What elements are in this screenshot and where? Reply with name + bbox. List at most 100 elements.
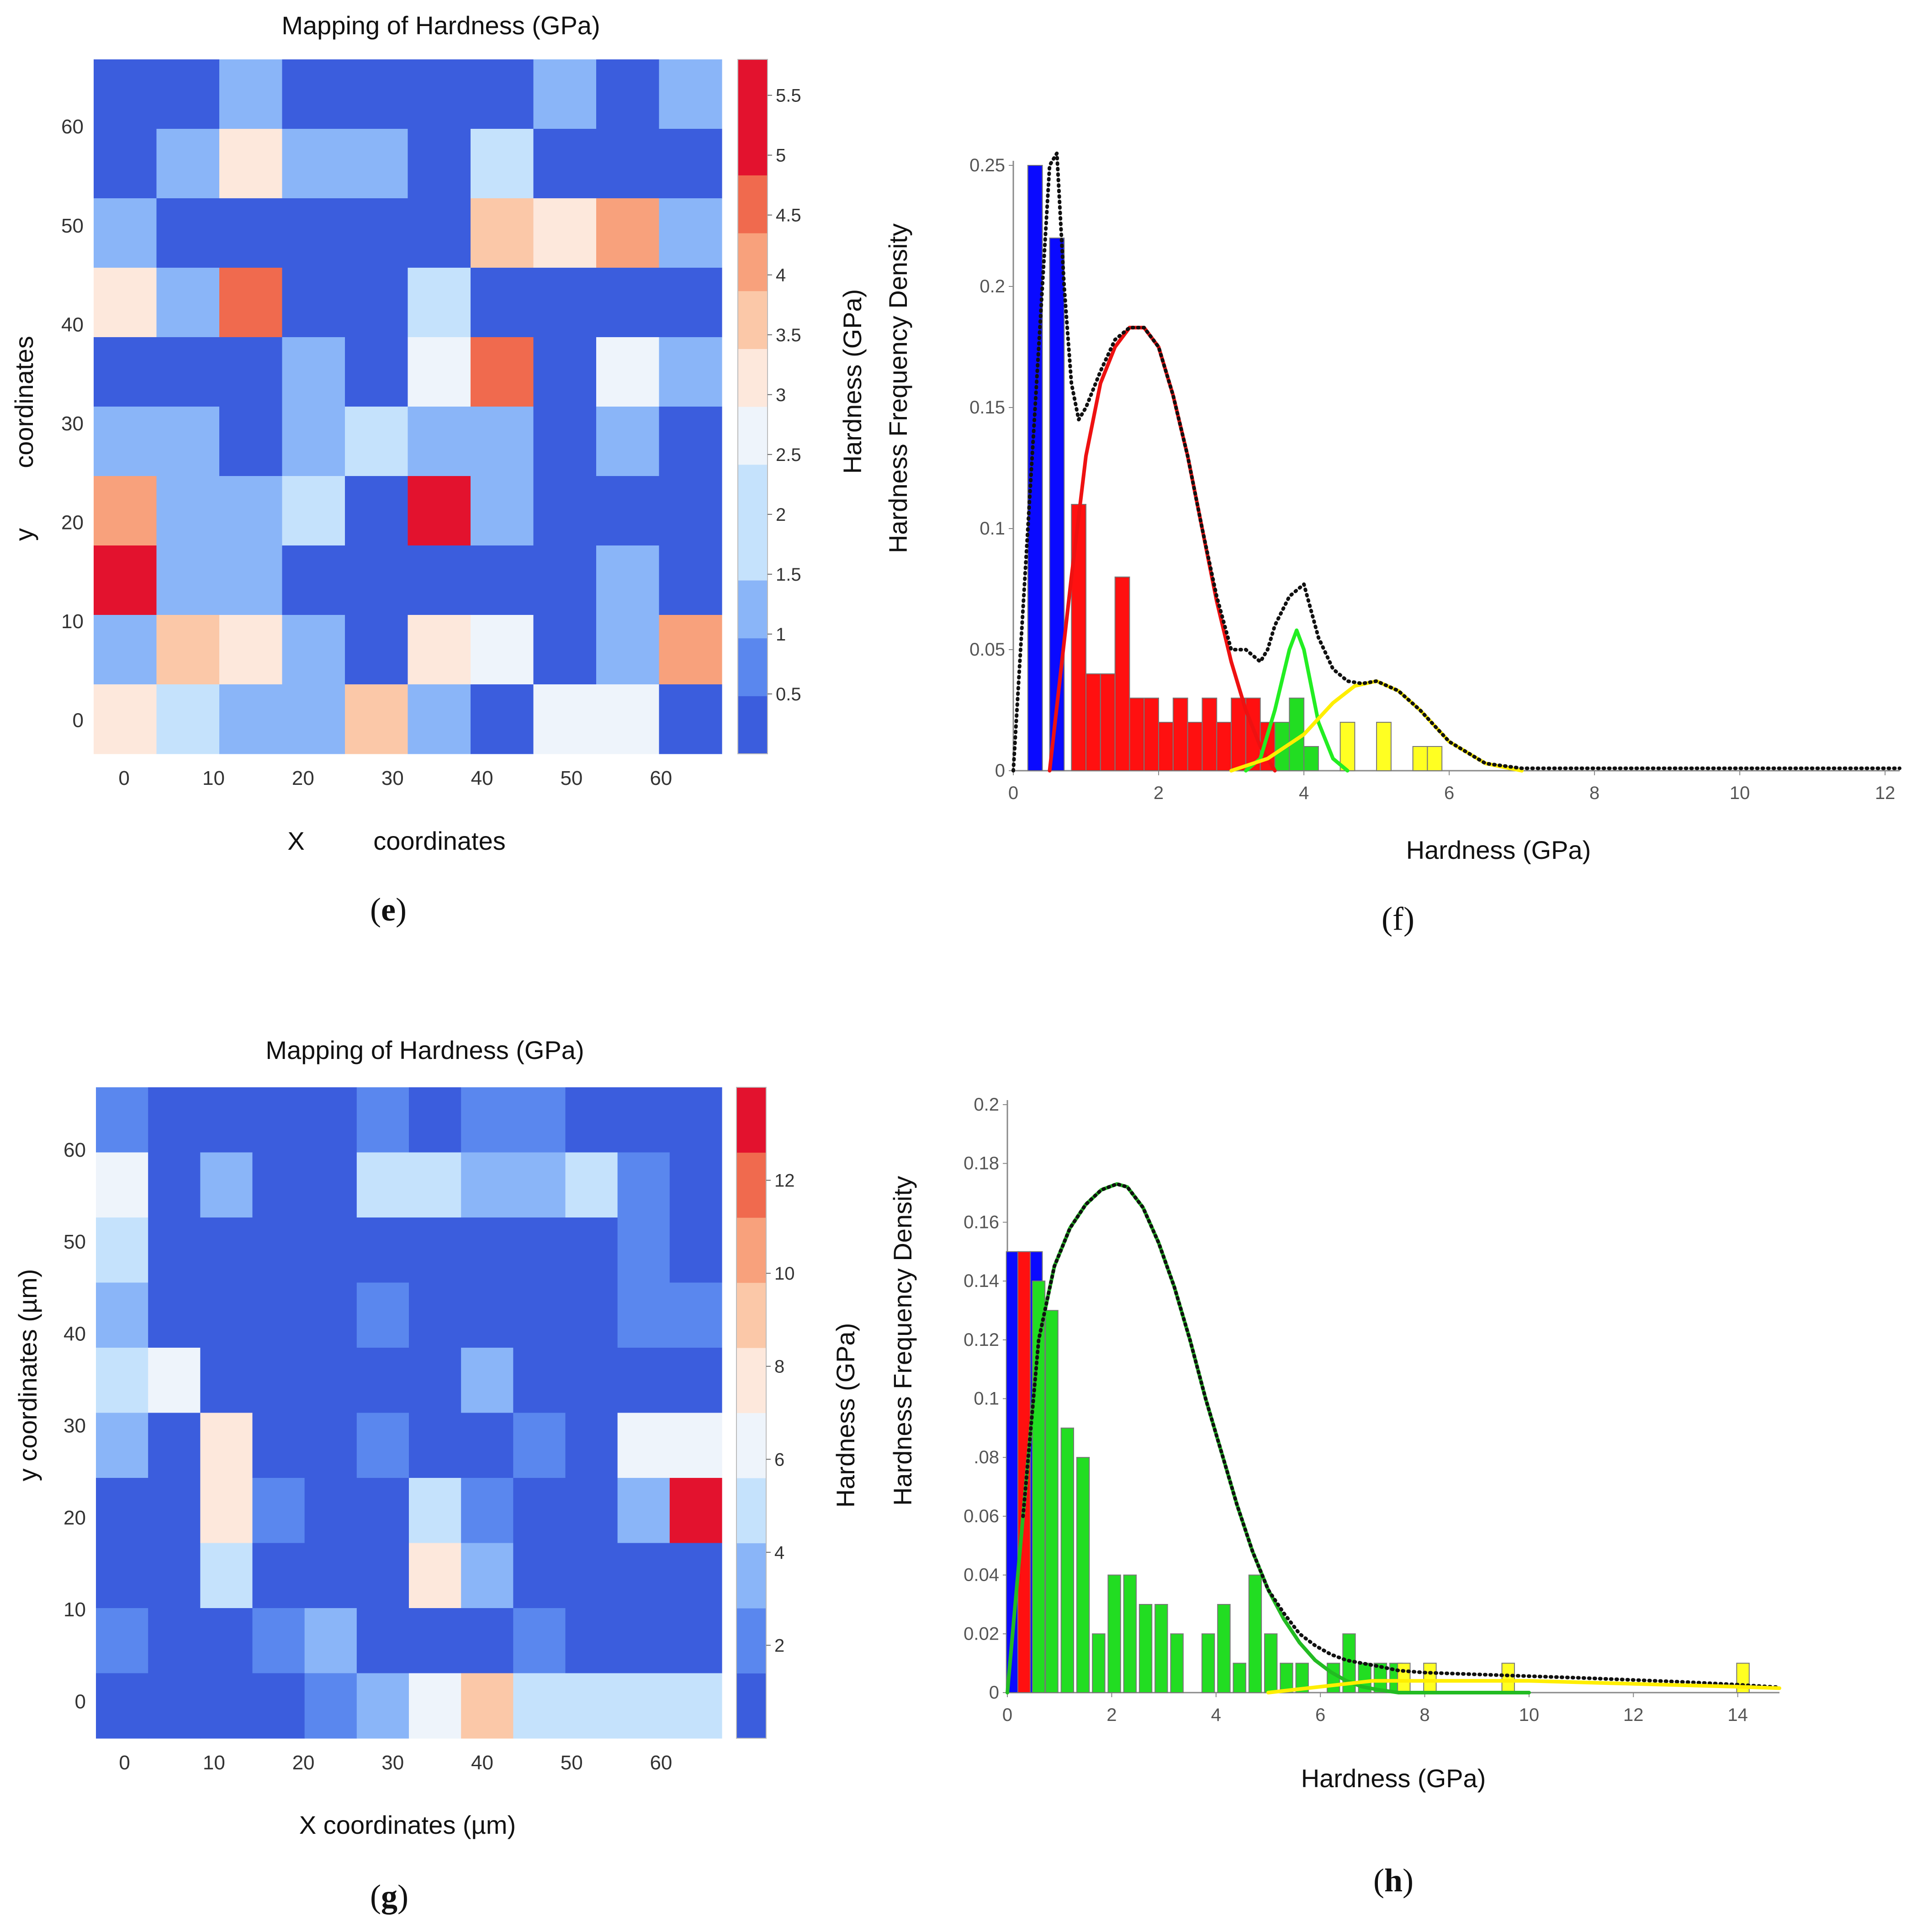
heatmap-cell	[200, 1413, 253, 1478]
heatmap-e-ylabel-bottom: y	[10, 528, 38, 541]
heatmap-cell	[617, 1608, 670, 1674]
x-tick-label: 60	[650, 1752, 672, 1774]
y-tick-label: 0.1	[974, 1389, 999, 1409]
heatmap-cell	[148, 1348, 201, 1413]
heatmap-cell	[617, 1543, 670, 1609]
heatmap-cell	[461, 1413, 514, 1478]
heatmap-cell	[565, 1608, 618, 1674]
heatmap-cell	[252, 1217, 305, 1283]
heatmap-cell	[94, 59, 157, 129]
heatmap-cell	[200, 1478, 253, 1544]
heatmap-cell	[96, 1543, 148, 1609]
heatmap-cell	[252, 1608, 305, 1674]
x-tick-label: 10	[1730, 783, 1750, 803]
heatmap-cell	[252, 1282, 305, 1348]
heatmap-cell	[409, 1673, 461, 1739]
heatmap-cell	[617, 1348, 670, 1413]
heatmap-cell	[565, 1673, 618, 1739]
heatmap-cell	[617, 1217, 670, 1283]
heatmap-cell	[659, 545, 722, 615]
y-tick-label: 60	[61, 116, 84, 138]
y-tick-label: 40	[61, 313, 84, 336]
heatmap-cell	[345, 59, 408, 129]
heatmap-cell	[409, 1348, 461, 1413]
heatmap-cell	[156, 545, 220, 615]
heatmap-cell	[304, 1348, 357, 1413]
heatmap-cell	[94, 129, 157, 199]
x-tick-label: 12	[1875, 783, 1896, 803]
heatmap-cell	[471, 407, 534, 476]
colorbar-segment	[736, 1673, 766, 1739]
heatmap-cell	[282, 545, 345, 615]
y-tick-label: 0.04	[964, 1565, 999, 1585]
heatmap-cell	[669, 1282, 722, 1348]
x-tick-label: 2	[1107, 1705, 1117, 1725]
heatmap-cell	[409, 1217, 461, 1283]
histogram-bar	[1172, 698, 1188, 771]
heatmap-cell	[345, 407, 408, 476]
heatmap-g-colorbar: 2 4 6 8 10 12	[736, 1087, 795, 1739]
heatmap-e-x-ticks: 0 10 20 30 40 50 60	[118, 767, 672, 789]
colorbar-segment	[738, 349, 768, 407]
histogram-bar	[1423, 1662, 1437, 1693]
heatmap-cell	[659, 476, 722, 546]
heatmap-cell	[282, 407, 345, 476]
colorbar-segment	[738, 175, 768, 233]
heatmap-e-xlabel-left: X	[287, 826, 304, 855]
heatmap-cell	[96, 1608, 148, 1674]
heatmap-cell	[148, 1413, 201, 1478]
heatmap-cell	[252, 1087, 305, 1153]
histogram-bar	[1144, 698, 1160, 771]
colorbar-segment	[738, 291, 768, 349]
panel-label-e: (e)	[370, 891, 407, 928]
histogram-f-xlabel: Hardness (GPa)	[1406, 836, 1591, 864]
heatmap-cell	[596, 129, 660, 199]
heatmap-cell	[345, 684, 408, 754]
heatmap-cell	[533, 198, 597, 268]
colorbar-segment	[738, 522, 768, 581]
histogram-bar	[1280, 1662, 1293, 1693]
histogram-h-ylabel-1: Hardness (GPa)	[831, 1323, 860, 1508]
heatmap-cell	[282, 337, 345, 407]
colorbar-tick-label: 5	[776, 146, 786, 166]
heatmap-cell	[533, 407, 597, 476]
heatmap-cell	[533, 615, 597, 685]
colorbar-tick-label: 1	[776, 625, 786, 645]
heatmap-cell	[200, 1152, 253, 1218]
heatmap-e: Mapping of Hardness (GPa) 0.5 1 1.5 2 2.5 3 3.…	[10, 11, 801, 928]
colorbar-segment	[736, 1152, 766, 1218]
heatmap-cell	[96, 1478, 148, 1544]
heatmap-cell	[200, 1282, 253, 1348]
histogram-bar	[1060, 1427, 1075, 1694]
histogram-bar	[1201, 1633, 1215, 1694]
heatmap-cell	[148, 1282, 201, 1348]
heatmap-g-xlabel: X coordinates (µm)	[299, 1810, 516, 1839]
colorbar-segment	[738, 580, 768, 639]
histogram-bar	[1114, 577, 1130, 771]
heatmap-cell	[533, 684, 597, 754]
heatmap-cell	[304, 1413, 357, 1478]
y-tick-label: 60	[64, 1139, 86, 1161]
y-tick-label: 0.2	[974, 1095, 999, 1115]
heatmap-cell	[409, 1282, 461, 1348]
heatmap-cell	[617, 1087, 670, 1153]
heatmap-cell	[659, 684, 722, 754]
heatmap-cell	[471, 337, 534, 407]
heatmap-cell	[304, 1282, 357, 1348]
colorbar-segment	[736, 1478, 766, 1544]
heatmap-cell	[304, 1673, 357, 1739]
histogram-bar	[1412, 746, 1428, 771]
y-tick-label: 0	[995, 761, 1005, 781]
heatmap-cell	[345, 615, 408, 685]
x-tick-label: 0	[119, 1752, 130, 1774]
heatmap-cell	[513, 1217, 566, 1283]
heatmap-cell	[94, 268, 157, 338]
heatmap-cell	[617, 1413, 670, 1478]
colorbar-tick-label: 4	[776, 265, 786, 286]
heatmap-cell	[617, 1282, 670, 1348]
heatmap-e-cells	[94, 59, 722, 754]
x-tick-label: 20	[292, 767, 314, 789]
heatmap-cell	[565, 1348, 618, 1413]
heatmap-cell	[282, 476, 345, 546]
x-tick-label: 30	[381, 767, 404, 789]
